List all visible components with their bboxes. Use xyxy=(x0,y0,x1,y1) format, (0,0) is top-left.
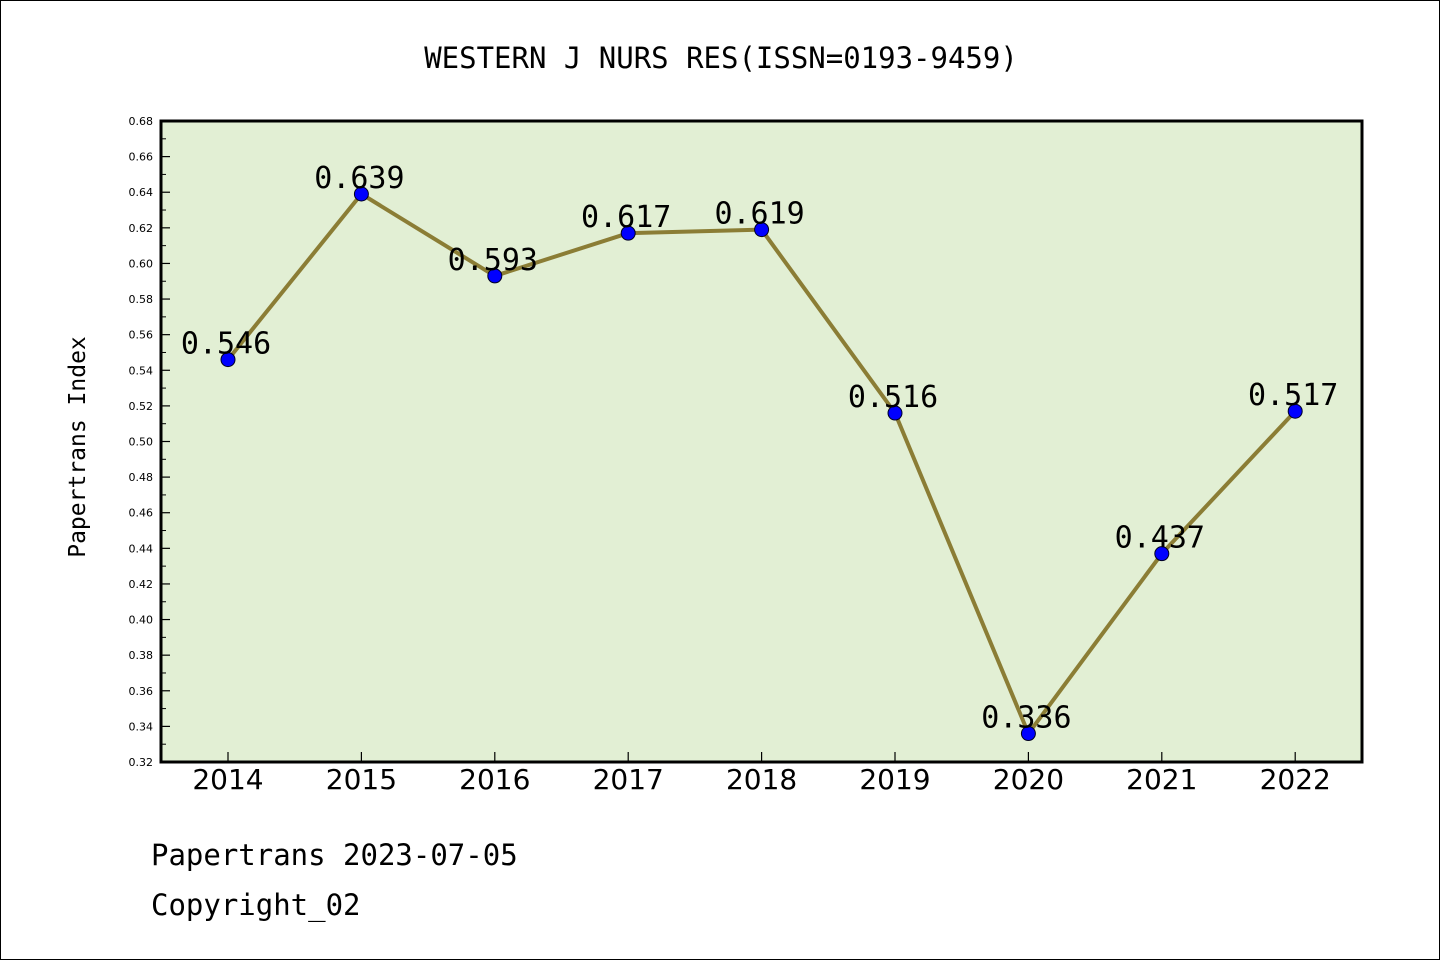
data-label: 0.619 xyxy=(714,197,804,232)
y-tick-label: 0.36 xyxy=(129,685,154,698)
y-tick-label: 0.50 xyxy=(129,436,154,449)
x-tick-label: 2018 xyxy=(726,763,797,796)
y-tick-label: 0.54 xyxy=(129,364,154,377)
y-tick-label: 0.64 xyxy=(129,186,154,199)
data-label: 0.437 xyxy=(1115,521,1205,556)
data-label: 0.516 xyxy=(848,380,938,415)
data-label: 0.517 xyxy=(1248,378,1338,413)
x-tick-label: 2016 xyxy=(459,763,530,796)
data-label: 0.593 xyxy=(448,243,538,278)
x-axis: 2014 2015 2016 2017 2018 2019 2020 2021 2022 xyxy=(192,752,1331,796)
data-point xyxy=(487,268,503,284)
y-axis: 0.32 0.34 0.36 0.38 0.40 0.42 0.44 0.46 0.48 0.50… xyxy=(129,115,170,769)
data-point xyxy=(220,352,236,368)
y-tick-label: 0.46 xyxy=(129,507,154,520)
x-tick-label: 2015 xyxy=(326,763,397,796)
data-label: 0.546 xyxy=(181,327,271,362)
y-tick-label: 0.56 xyxy=(129,329,154,342)
y-tick-label: 0.68 xyxy=(129,115,154,128)
x-tick-label: 2020 xyxy=(993,763,1064,796)
y-tick-label: 0.60 xyxy=(129,257,154,270)
x-tick-label: 2017 xyxy=(593,763,664,796)
data-markers xyxy=(220,186,1303,742)
data-point xyxy=(887,405,903,421)
y-tick-label: 0.44 xyxy=(129,542,154,555)
data-label: 0.336 xyxy=(981,701,1071,736)
data-point xyxy=(1287,403,1303,419)
data-point xyxy=(353,186,369,202)
data-label: 0.639 xyxy=(314,161,404,196)
data-point xyxy=(620,225,636,241)
x-tick-label: 2022 xyxy=(1260,763,1331,796)
y-tick-label: 0.52 xyxy=(129,400,154,413)
y-axis-label: Papertrans Index xyxy=(65,336,91,558)
chart-title: WESTERN J NURS RES(ISSN=0193-9459) xyxy=(424,41,1018,75)
data-point xyxy=(1020,726,1036,742)
footer-date: Papertrans 2023-07-05 xyxy=(151,838,518,872)
y-tick-label: 0.40 xyxy=(129,614,154,627)
data-point xyxy=(1154,546,1170,562)
y-tick-label: 0.66 xyxy=(129,151,154,164)
y-tick-label: 0.48 xyxy=(129,471,154,484)
y-tick-label: 0.62 xyxy=(129,222,154,235)
y-tick-label: 0.38 xyxy=(129,649,154,662)
data-label: 0.617 xyxy=(581,200,671,235)
data-labels: 0.546 0.639 0.593 0.617 0.619 0.516 0.336 0.437… xyxy=(181,161,1339,736)
x-tick-label: 2019 xyxy=(859,763,930,796)
data-point xyxy=(754,222,770,238)
y-tick-label: 0.42 xyxy=(129,578,154,591)
x-tick-label: 2014 xyxy=(192,763,263,796)
y-tick-label: 0.58 xyxy=(129,293,154,306)
footer-copyright: Copyright_02 xyxy=(151,888,361,923)
y-tick-label: 0.34 xyxy=(129,720,154,733)
x-tick-label: 2021 xyxy=(1126,763,1197,796)
plot-border xyxy=(159,119,1364,764)
y-tick-label: 0.32 xyxy=(129,756,154,769)
